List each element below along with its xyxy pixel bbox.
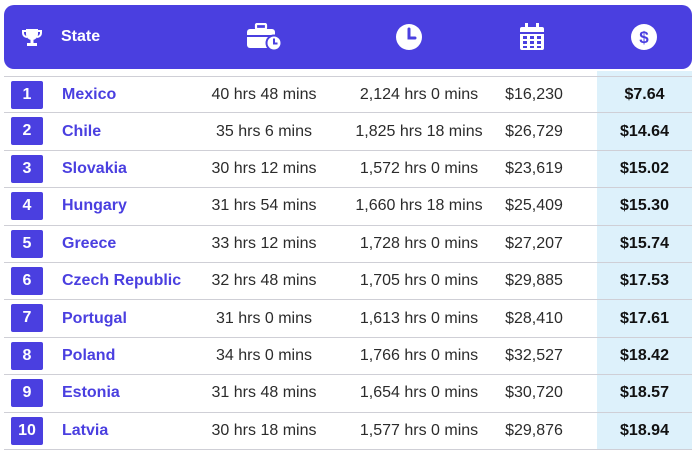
rank-badge: 2 (11, 117, 43, 146)
state-column-header: State (61, 5, 100, 69)
hourly-wage: $18.57 (597, 375, 692, 412)
annual-hours: 1,654 hrs 0 mins (359, 384, 479, 402)
rank-badge: 5 (11, 229, 43, 258)
annual-hours: 1,825 hrs 18 mins (355, 122, 483, 140)
rank-badge: 4 (11, 192, 43, 221)
salary: $25,409 (505, 197, 563, 215)
weekly-hours: 31 hrs 54 mins (211, 197, 317, 215)
rank-badge: 6 (11, 266, 43, 295)
briefcase-clock-icon (239, 5, 289, 69)
state-label: State (61, 28, 101, 45)
weekly-hours: 40 hrs 48 mins (211, 85, 317, 103)
hourly-wage: $17.61 (597, 300, 692, 337)
state-name: Latvia (62, 421, 109, 439)
table-row: 6 Czech Republic 32 hrs 48 mins 1,705 hr… (4, 262, 692, 301)
table-row: 4 Hungary 31 hrs 54 mins 1,660 hrs 18 mi… (4, 188, 692, 226)
annual-hours: 1,728 hrs 0 mins (359, 234, 479, 252)
state-name: Hungary (62, 197, 127, 215)
state-name: Mexico (62, 85, 117, 103)
table-row: 3 Slovakia 30 hrs 12 mins 1,572 hrs 0 mi… (4, 150, 692, 189)
hourly-wage: $7.64 (597, 77, 692, 113)
hourly-wage: $15.74 (597, 225, 692, 262)
rank-badge: 9 (11, 379, 43, 408)
weekly-hours: 34 hrs 0 mins (215, 346, 313, 364)
annual-hours: 1,613 hrs 0 mins (359, 309, 479, 327)
hourly-wage: $18.94 (597, 412, 692, 449)
table-body: 1 Mexico 40 hrs 48 mins 2,124 hrs 0 mins… (4, 76, 692, 450)
salary: $16,230 (505, 85, 563, 103)
weekly-hours: 35 hrs 6 mins (215, 122, 313, 140)
rank-badge: 10 (11, 416, 43, 445)
hourly-wage: $18.42 (597, 337, 692, 375)
table-row: 7 Portugal 31 hrs 0 mins 1,613 hrs 0 min… (4, 300, 692, 338)
annual-hours: 1,705 hrs 0 mins (359, 272, 479, 290)
svg-text:$: $ (639, 28, 649, 47)
weekly-hours: 32 hrs 48 mins (211, 272, 317, 290)
rank-badge: 3 (11, 154, 43, 183)
state-name: Poland (62, 346, 116, 364)
salary: $23,619 (505, 159, 563, 177)
weekly-hours: 31 hrs 48 mins (211, 384, 317, 402)
clock-icon (389, 5, 429, 69)
state-name: Slovakia (62, 159, 127, 177)
ranking-table: State (4, 5, 692, 450)
weekly-hours: 30 hrs 18 mins (211, 421, 317, 439)
trophy-icon (12, 5, 52, 69)
weekly-hours: 31 hrs 0 mins (215, 309, 313, 327)
salary: $26,729 (505, 122, 563, 140)
calendar-icon (512, 5, 552, 69)
hourly-wage: $17.53 (597, 262, 692, 300)
annual-hours: 1,577 hrs 0 mins (359, 421, 479, 439)
dollar-icon: $ (624, 5, 664, 69)
annual-hours: 2,124 hrs 0 mins (359, 85, 479, 103)
salary: $30,720 (505, 384, 563, 402)
table-header: State (4, 5, 692, 69)
salary: $32,527 (505, 346, 563, 364)
table-row: 2 Chile 35 hrs 6 mins 1,825 hrs 18 mins … (4, 113, 692, 151)
state-name: Czech Republic (62, 272, 182, 290)
salary: $29,876 (505, 421, 563, 439)
rank-badge: 8 (11, 341, 43, 370)
table-row: 1 Mexico 40 hrs 48 mins 2,124 hrs 0 mins… (4, 76, 692, 114)
weekly-hours: 30 hrs 12 mins (211, 159, 317, 177)
table-row: 5 Greece 33 hrs 12 mins 1,728 hrs 0 mins… (4, 225, 692, 263)
salary: $27,207 (505, 234, 563, 252)
table-row: 9 Estonia 31 hrs 48 mins 1,654 hrs 0 min… (4, 375, 692, 413)
state-name: Greece (62, 234, 117, 252)
state-name: Chile (62, 122, 102, 140)
hourly-wage: $15.30 (597, 188, 692, 225)
rank-badge: 1 (11, 81, 43, 109)
salary: $29,885 (505, 272, 563, 290)
annual-hours: 1,766 hrs 0 mins (359, 346, 479, 364)
annual-hours: 1,572 hrs 0 mins (359, 159, 479, 177)
table-row: 10 Latvia 30 hrs 18 mins 1,577 hrs 0 min… (4, 412, 692, 450)
salary: $28,410 (505, 309, 563, 327)
hourly-wage: $15.02 (597, 150, 692, 188)
table-row: 8 Poland 34 hrs 0 mins 1,766 hrs 0 mins … (4, 337, 692, 376)
rank-badge: 7 (11, 304, 43, 333)
state-name: Portugal (62, 309, 127, 327)
hourly-wage: $14.64 (597, 113, 692, 150)
weekly-hours: 33 hrs 12 mins (211, 234, 317, 252)
annual-hours: 1,660 hrs 18 mins (355, 197, 483, 215)
state-name: Estonia (62, 384, 120, 402)
